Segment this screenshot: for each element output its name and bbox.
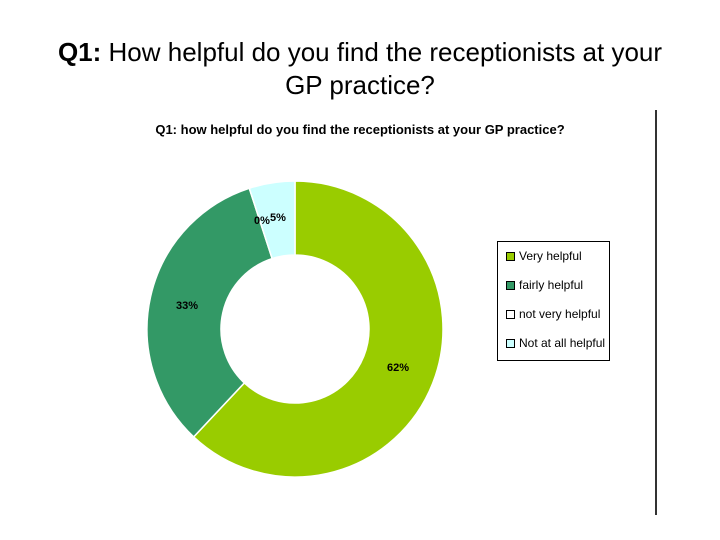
legend-swatch bbox=[506, 338, 515, 348]
legend-label: Very helpful bbox=[519, 249, 582, 263]
slide-title-text: How helpful do you find the receptionist… bbox=[101, 37, 663, 100]
slice-not-at-all-helpful bbox=[248, 180, 296, 260]
legend-label: Not at all helpful bbox=[519, 336, 606, 350]
slice-fairly-helpful bbox=[146, 187, 274, 438]
data-label-not-very-helpful: 0% bbox=[254, 215, 270, 227]
chart-title: Q1: how helpful do you find the receptio… bbox=[155, 122, 565, 137]
slice-very-helpful bbox=[192, 180, 444, 478]
legend-label: not very helpful bbox=[519, 307, 601, 321]
legend-item-not-at-all-helpful: Not at all helpful bbox=[506, 335, 605, 351]
chart-area: Q1: how helpful do you find the receptio… bbox=[100, 110, 657, 515]
legend-item-fairly-helpful: fairly helpful bbox=[506, 277, 583, 293]
chart-legend: Very helpful fairly helpful not very helpf… bbox=[497, 241, 610, 361]
legend-item-very-helpful: Very helpful bbox=[506, 248, 582, 264]
data-label-not-at-all-helpful: 5% bbox=[270, 212, 286, 224]
legend-swatch bbox=[506, 309, 515, 319]
slide-title: Q1: How helpful do you find the receptio… bbox=[40, 36, 680, 102]
slide-title-prefix: Q1: bbox=[57, 37, 102, 67]
legend-swatch bbox=[506, 251, 515, 261]
legend-item-not-very-helpful: not very helpful bbox=[506, 306, 600, 322]
legend-swatch bbox=[506, 280, 515, 290]
legend-label: fairly helpful bbox=[519, 278, 584, 292]
doughnut-chart bbox=[146, 180, 444, 478]
data-label-very-helpful: 62% bbox=[387, 362, 410, 374]
data-label-fairly-helpful: 33% bbox=[176, 300, 199, 312]
